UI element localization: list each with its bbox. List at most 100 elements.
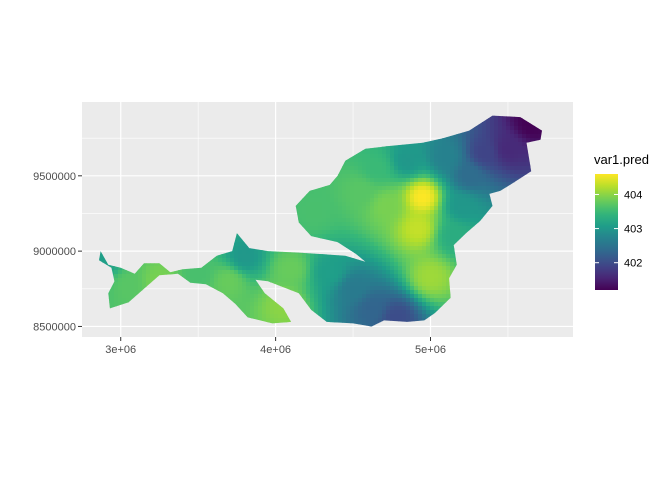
raster-cell — [358, 282, 363, 287]
raster-cell — [370, 306, 375, 311]
raster-cell — [402, 318, 407, 323]
raster-cell — [294, 258, 299, 263]
raster-cell — [346, 190, 351, 195]
raster-cell — [330, 282, 335, 287]
raster-cell — [402, 250, 407, 255]
raster-cell — [398, 314, 403, 319]
raster-cell — [110, 302, 115, 307]
raster-cell — [230, 290, 235, 295]
raster-cell — [382, 198, 387, 203]
raster-cell — [402, 262, 407, 267]
raster-cell — [326, 234, 331, 239]
raster-cell — [362, 182, 367, 187]
raster-cell — [406, 274, 411, 279]
raster-cell — [306, 214, 311, 219]
raster-cell — [330, 234, 335, 239]
raster-cell — [366, 242, 371, 247]
raster-cell — [314, 202, 319, 207]
raster-cell — [266, 266, 271, 271]
raster-cell — [402, 214, 407, 219]
raster-cell — [390, 162, 395, 167]
raster-cell — [306, 278, 311, 283]
raster-cell — [134, 282, 139, 287]
raster-cell — [366, 318, 371, 323]
raster-cell — [310, 234, 315, 239]
raster-cell — [358, 246, 363, 251]
raster-cell — [114, 290, 119, 295]
raster-cell — [382, 258, 387, 263]
raster-cell — [298, 266, 303, 271]
raster-cell — [210, 262, 215, 267]
raster-cell — [390, 310, 395, 315]
raster-cell — [398, 202, 403, 207]
raster-cell — [242, 298, 247, 303]
raster-cell — [382, 170, 387, 175]
raster-cell — [130, 286, 135, 291]
raster-cell — [350, 186, 355, 191]
raster-cell — [402, 286, 407, 291]
raster-cell — [310, 202, 315, 207]
raster-cell — [182, 274, 187, 279]
raster-cell — [354, 178, 359, 183]
raster-cell — [350, 198, 355, 203]
raster-cell — [370, 258, 375, 263]
raster-cell — [194, 274, 199, 279]
raster-cell — [378, 174, 383, 179]
raster-cell — [366, 246, 371, 251]
raster-cell — [226, 274, 231, 279]
raster-cell — [346, 218, 351, 223]
raster-cell — [234, 246, 239, 251]
raster-cell — [302, 254, 307, 259]
raster-cell — [366, 154, 371, 159]
raster-cell — [394, 306, 399, 311]
raster-cell — [122, 274, 127, 279]
raster-cell — [370, 322, 375, 327]
raster-cell — [362, 270, 367, 275]
raster-cell — [378, 190, 383, 195]
raster-cell — [370, 158, 375, 163]
raster-cell — [110, 290, 115, 295]
raster-cell — [398, 190, 403, 195]
raster-cell — [414, 174, 419, 179]
raster-cell — [366, 206, 371, 211]
raster-cell — [346, 210, 351, 215]
raster-cell — [282, 270, 287, 275]
raster-cell — [154, 274, 159, 279]
raster-cell — [394, 302, 399, 307]
raster-cell — [402, 182, 407, 187]
raster-cell — [370, 278, 375, 283]
raster-cell — [218, 266, 223, 271]
raster-cell — [314, 278, 319, 283]
raster-cell — [354, 258, 359, 263]
raster-cell — [278, 262, 283, 267]
raster-cell — [310, 306, 315, 311]
raster-cell — [418, 142, 423, 147]
raster-cell — [242, 290, 247, 295]
raster-cell — [374, 310, 379, 315]
raster-cell — [394, 270, 399, 275]
raster-cell — [326, 230, 331, 235]
raster-cell — [362, 162, 367, 167]
raster-cell — [218, 286, 223, 291]
raster-cell — [306, 298, 311, 303]
raster-cell — [410, 290, 415, 295]
raster-cell — [354, 274, 359, 279]
raster-cell — [414, 146, 419, 151]
raster-cell — [302, 226, 307, 231]
raster-cell — [270, 266, 275, 271]
raster-cell — [298, 254, 303, 259]
raster-cell — [394, 274, 399, 279]
raster-cell — [234, 282, 239, 287]
raster-cell — [414, 142, 419, 147]
raster-cell — [306, 258, 311, 263]
raster-cell — [322, 286, 327, 291]
raster-cell — [342, 170, 347, 175]
raster-cell — [302, 298, 307, 303]
raster-cell — [322, 262, 327, 267]
raster-cell — [378, 258, 383, 263]
raster-cell — [406, 306, 411, 311]
raster-cell — [298, 206, 303, 211]
raster-cell — [198, 274, 203, 279]
raster-cell — [238, 306, 243, 311]
raster-cell — [274, 274, 279, 279]
